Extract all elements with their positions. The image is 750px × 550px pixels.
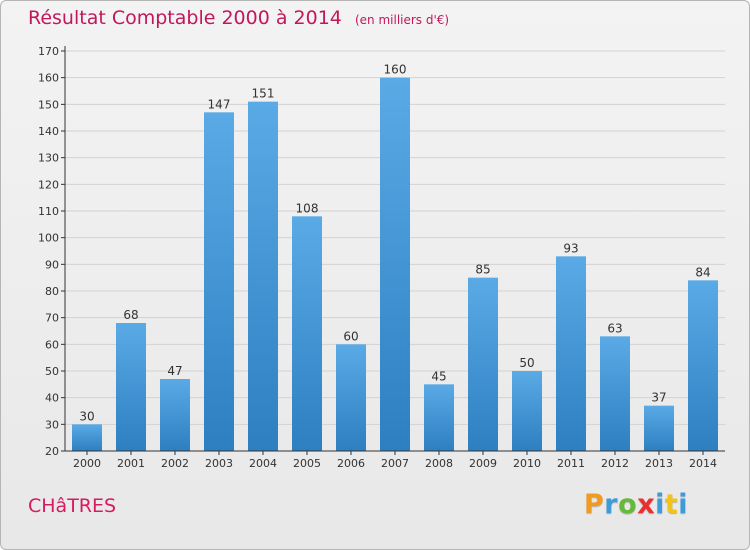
bar: [72, 424, 102, 451]
data-label: 37: [651, 391, 666, 405]
bar: [512, 371, 542, 451]
x-tick-label: 2002: [161, 457, 189, 470]
data-label: 85: [475, 263, 490, 277]
y-tick-label: 170: [38, 45, 59, 58]
bar: [600, 336, 630, 451]
x-tick-label: 2000: [73, 457, 101, 470]
bar: [424, 384, 454, 451]
y-tick-label: 140: [38, 125, 59, 138]
x-tick-label: 2004: [249, 457, 277, 470]
bars: 30 68 47 147 151 108 60 160 45 85 50 93 63 37 84: [72, 63, 718, 452]
y-tick-label: 90: [45, 258, 59, 271]
brand-logo: Proxiti: [584, 489, 688, 520]
x-tick-label: 2006: [337, 457, 365, 470]
bar: [292, 216, 322, 451]
y-tick-label: 150: [38, 98, 59, 111]
chart-subtitle: (en milliers d'€): [354, 13, 450, 27]
bar: [160, 379, 190, 451]
x-tick-label: 2011: [557, 457, 585, 470]
x-tick-label: 2010: [513, 457, 541, 470]
y-tick-label: 110: [38, 205, 59, 218]
bar: [336, 344, 366, 451]
x-tick-label: 2009: [469, 457, 497, 470]
bar: [116, 323, 146, 451]
y-tick-label: 60: [45, 338, 59, 351]
data-label: 50: [519, 356, 534, 370]
data-label: 108: [296, 201, 319, 215]
bar: [556, 256, 586, 451]
data-label: 84: [695, 265, 710, 279]
commune-name: CHâTRES: [28, 495, 117, 517]
data-label: 63: [607, 321, 622, 335]
data-label: 30: [79, 409, 94, 423]
bar: [644, 405, 674, 451]
data-label: 47: [167, 364, 182, 378]
y-tick-label: 130: [38, 152, 59, 165]
axes: 20 30 40 50 60 70 80 90 100 110 120 130 140 150 160 170…: [38, 45, 725, 470]
x-tick-label: 2005: [293, 457, 321, 470]
x-tick-label: 2014: [689, 457, 717, 470]
x-tick-label: 2007: [381, 457, 409, 470]
x-tick-label: 2012: [601, 457, 629, 470]
brand-letter: o: [618, 489, 638, 520]
brand-letter: r: [604, 489, 619, 520]
x-tick-label: 2008: [425, 457, 453, 470]
data-label: 45: [431, 369, 446, 383]
x-tick-label: 2003: [205, 457, 233, 470]
y-tick-label: 80: [45, 285, 59, 298]
bar: [248, 101, 278, 452]
chart-title-main: Résultat Comptable 2000 à 2014: [28, 7, 342, 29]
data-label: 93: [563, 241, 578, 255]
brand-letter: t: [664, 489, 679, 520]
bar: [688, 280, 718, 451]
y-tick-label: 70: [45, 312, 59, 325]
y-tick-label: 20: [45, 445, 59, 458]
data-label: 151: [252, 87, 275, 101]
brand-letter: i: [678, 489, 689, 520]
y-tick-label: 160: [38, 72, 59, 85]
y-tick-label: 100: [38, 232, 59, 245]
y-tick-label: 30: [45, 418, 59, 431]
x-tick-label: 2001: [117, 457, 145, 470]
data-label: 60: [343, 329, 358, 343]
bar: [468, 277, 498, 451]
x-tick-label: 2013: [645, 457, 673, 470]
brand-letter: x: [637, 489, 656, 520]
brand-letter: i: [655, 489, 665, 520]
bar: [204, 112, 234, 451]
y-tick-label: 40: [45, 392, 59, 405]
y-tick-label: 50: [45, 365, 59, 378]
data-label: 160: [384, 63, 407, 77]
data-label: 147: [208, 97, 231, 111]
data-label: 68: [123, 308, 138, 322]
brand-letter: P: [584, 489, 605, 520]
y-tick-label: 120: [38, 178, 59, 191]
chart-title: Résultat Comptable 2000 à 2014 (en milli…: [28, 7, 449, 29]
bar: [380, 77, 410, 452]
